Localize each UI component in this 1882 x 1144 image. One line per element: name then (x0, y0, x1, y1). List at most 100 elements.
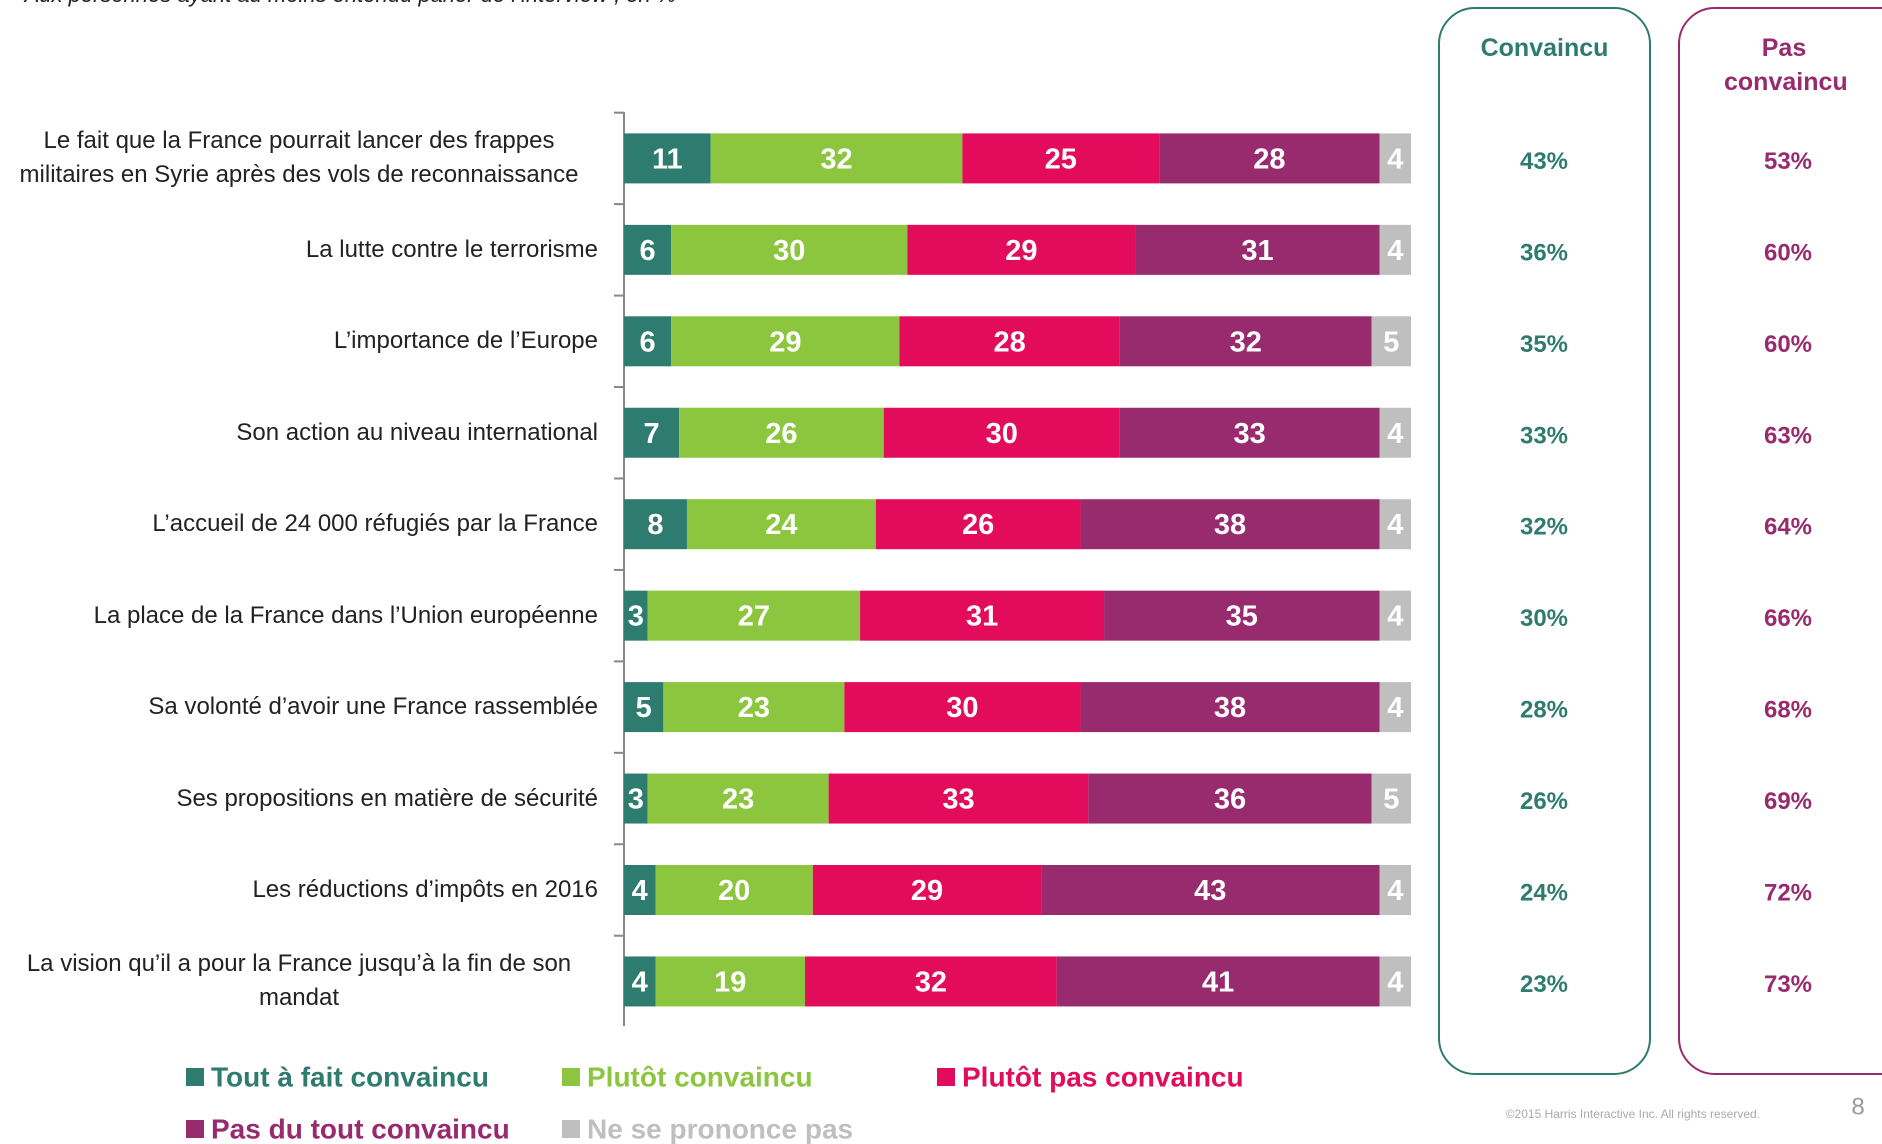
bar-segment (899, 316, 1120, 367)
bar-segment (805, 956, 1057, 1007)
page-number: 8 (1851, 1094, 1864, 1121)
bar-segment (1104, 590, 1380, 641)
category-label: Le fait que la France pourrait lancer de… (0, 124, 598, 192)
category-label: Son action au niveau international (0, 416, 598, 450)
bar-label: 3 (628, 784, 644, 816)
summary-value: 69% (1764, 788, 1812, 815)
bar-segment (655, 956, 806, 1007)
bar-label: 43 (1194, 875, 1226, 907)
legend-swatch (562, 1068, 580, 1086)
bar-label: 26 (962, 509, 994, 541)
summary-value: 33% (1520, 422, 1568, 449)
summary-value: 43% (1520, 148, 1568, 175)
bar-label: 32 (820, 143, 852, 175)
bar-label: 8 (647, 509, 663, 541)
legend-swatch (562, 1120, 580, 1138)
bar-segment (647, 773, 829, 824)
summary-value: 35% (1520, 331, 1568, 358)
bar-label: 29 (1005, 235, 1037, 267)
summary-value: 73% (1764, 971, 1812, 998)
bar-segment (1159, 133, 1380, 184)
bar-segment (671, 224, 908, 275)
category-text: L’accueil de 24 000 réfugiés par la Fran… (152, 510, 598, 538)
bar-segment (1088, 773, 1372, 824)
bar-label: 19 (714, 966, 746, 998)
bar-label: 33 (942, 784, 974, 816)
copyright: ©2015 Harris Interactive Inc. All rights… (1506, 1107, 1760, 1121)
category-label: La vision qu’il a pour la France jusqu’à… (0, 947, 598, 1015)
bar-segment (1379, 407, 1411, 458)
bar-segment (883, 407, 1120, 458)
bar-segment (624, 590, 648, 641)
bar-segment (1056, 956, 1380, 1007)
category-text: L’importance de l’Europe (333, 327, 598, 355)
subtitle: - Aux personnes ayant au moins entendu p… (12, 0, 690, 8)
bar-label: 29 (769, 326, 801, 358)
bar-segment (624, 865, 656, 915)
bar-label: 32 (1230, 326, 1262, 358)
bar-label: 4 (1387, 692, 1403, 724)
bar-segment (907, 224, 1136, 275)
bar-segment (844, 682, 1081, 733)
bar-segment (624, 773, 648, 824)
summary-value: 32% (1520, 514, 1568, 541)
category-text: Sa volonté d’avoir une France rassemblée (148, 693, 598, 721)
bar-segment (679, 407, 884, 458)
summary-value: 53% (1764, 148, 1812, 175)
legend-label: Tout à fait convaincu (211, 1062, 489, 1093)
summary-value: 68% (1764, 697, 1812, 724)
bar-segment (624, 316, 672, 367)
bar-label: 32 (915, 966, 947, 998)
summary-value: 30% (1520, 605, 1568, 632)
bar-label: 5 (636, 692, 652, 724)
summary-value: 63% (1764, 422, 1812, 449)
summary-value: 60% (1764, 331, 1812, 358)
bar-segment (1371, 773, 1411, 824)
bar-segment (1379, 224, 1411, 275)
bar-label: 31 (1241, 235, 1273, 267)
bar-label: 5 (1383, 326, 1399, 358)
bar-label: 11 (652, 143, 683, 175)
bar-label: 4 (1387, 601, 1403, 633)
bar-label: 6 (640, 326, 656, 358)
category-text: Ses propositions en matière de sécurité (176, 784, 598, 812)
bar-label: 28 (993, 326, 1025, 358)
bar-label: 38 (1214, 692, 1246, 724)
panel-header: Pas convaincu (1724, 34, 1848, 96)
bar-segment (1379, 499, 1411, 550)
bar-segment (624, 682, 664, 733)
bar-label: 33 (1234, 418, 1266, 450)
bar-segment (655, 865, 813, 915)
category-text: La vision qu’il a pour la France jusqu’à… (26, 950, 572, 1012)
bar-label: 20 (718, 875, 750, 907)
legend-swatch (186, 1068, 204, 1086)
bar-segment (1379, 865, 1411, 915)
bar-label: 6 (640, 235, 656, 267)
bar-segment (1379, 590, 1411, 641)
bar-segment (875, 499, 1081, 550)
summary-value: 24% (1520, 880, 1568, 907)
bar-segment (686, 499, 876, 550)
category-label: Les réductions d’impôts en 2016 (0, 873, 598, 907)
bar-label: 36 (1214, 784, 1246, 816)
bar-label: 27 (738, 601, 770, 633)
bar-label: 4 (1387, 966, 1403, 998)
legend-label: Plutôt convaincu (587, 1062, 813, 1093)
legend-label: Ne se prononce pas (587, 1114, 853, 1144)
bar-segment (671, 316, 900, 367)
bar-label: 30 (986, 418, 1018, 450)
bar-label: 29 (911, 875, 943, 907)
category-text: Son action au niveau international (236, 418, 598, 446)
bar-label: 31 (966, 601, 998, 633)
category-text: Les réductions d’impôts en 2016 (252, 876, 598, 903)
summary-value: 72% (1764, 880, 1812, 907)
bar-label: 23 (738, 692, 770, 724)
bar-label: 5 (1383, 784, 1399, 816)
bar-segment (624, 133, 711, 184)
bar-label: 24 (765, 509, 797, 541)
legend-swatch (937, 1068, 955, 1086)
bar-segment (1379, 682, 1411, 733)
summary-value: 28% (1520, 697, 1568, 724)
summary-value: 64% (1764, 514, 1812, 541)
bar-segment (1135, 224, 1380, 275)
